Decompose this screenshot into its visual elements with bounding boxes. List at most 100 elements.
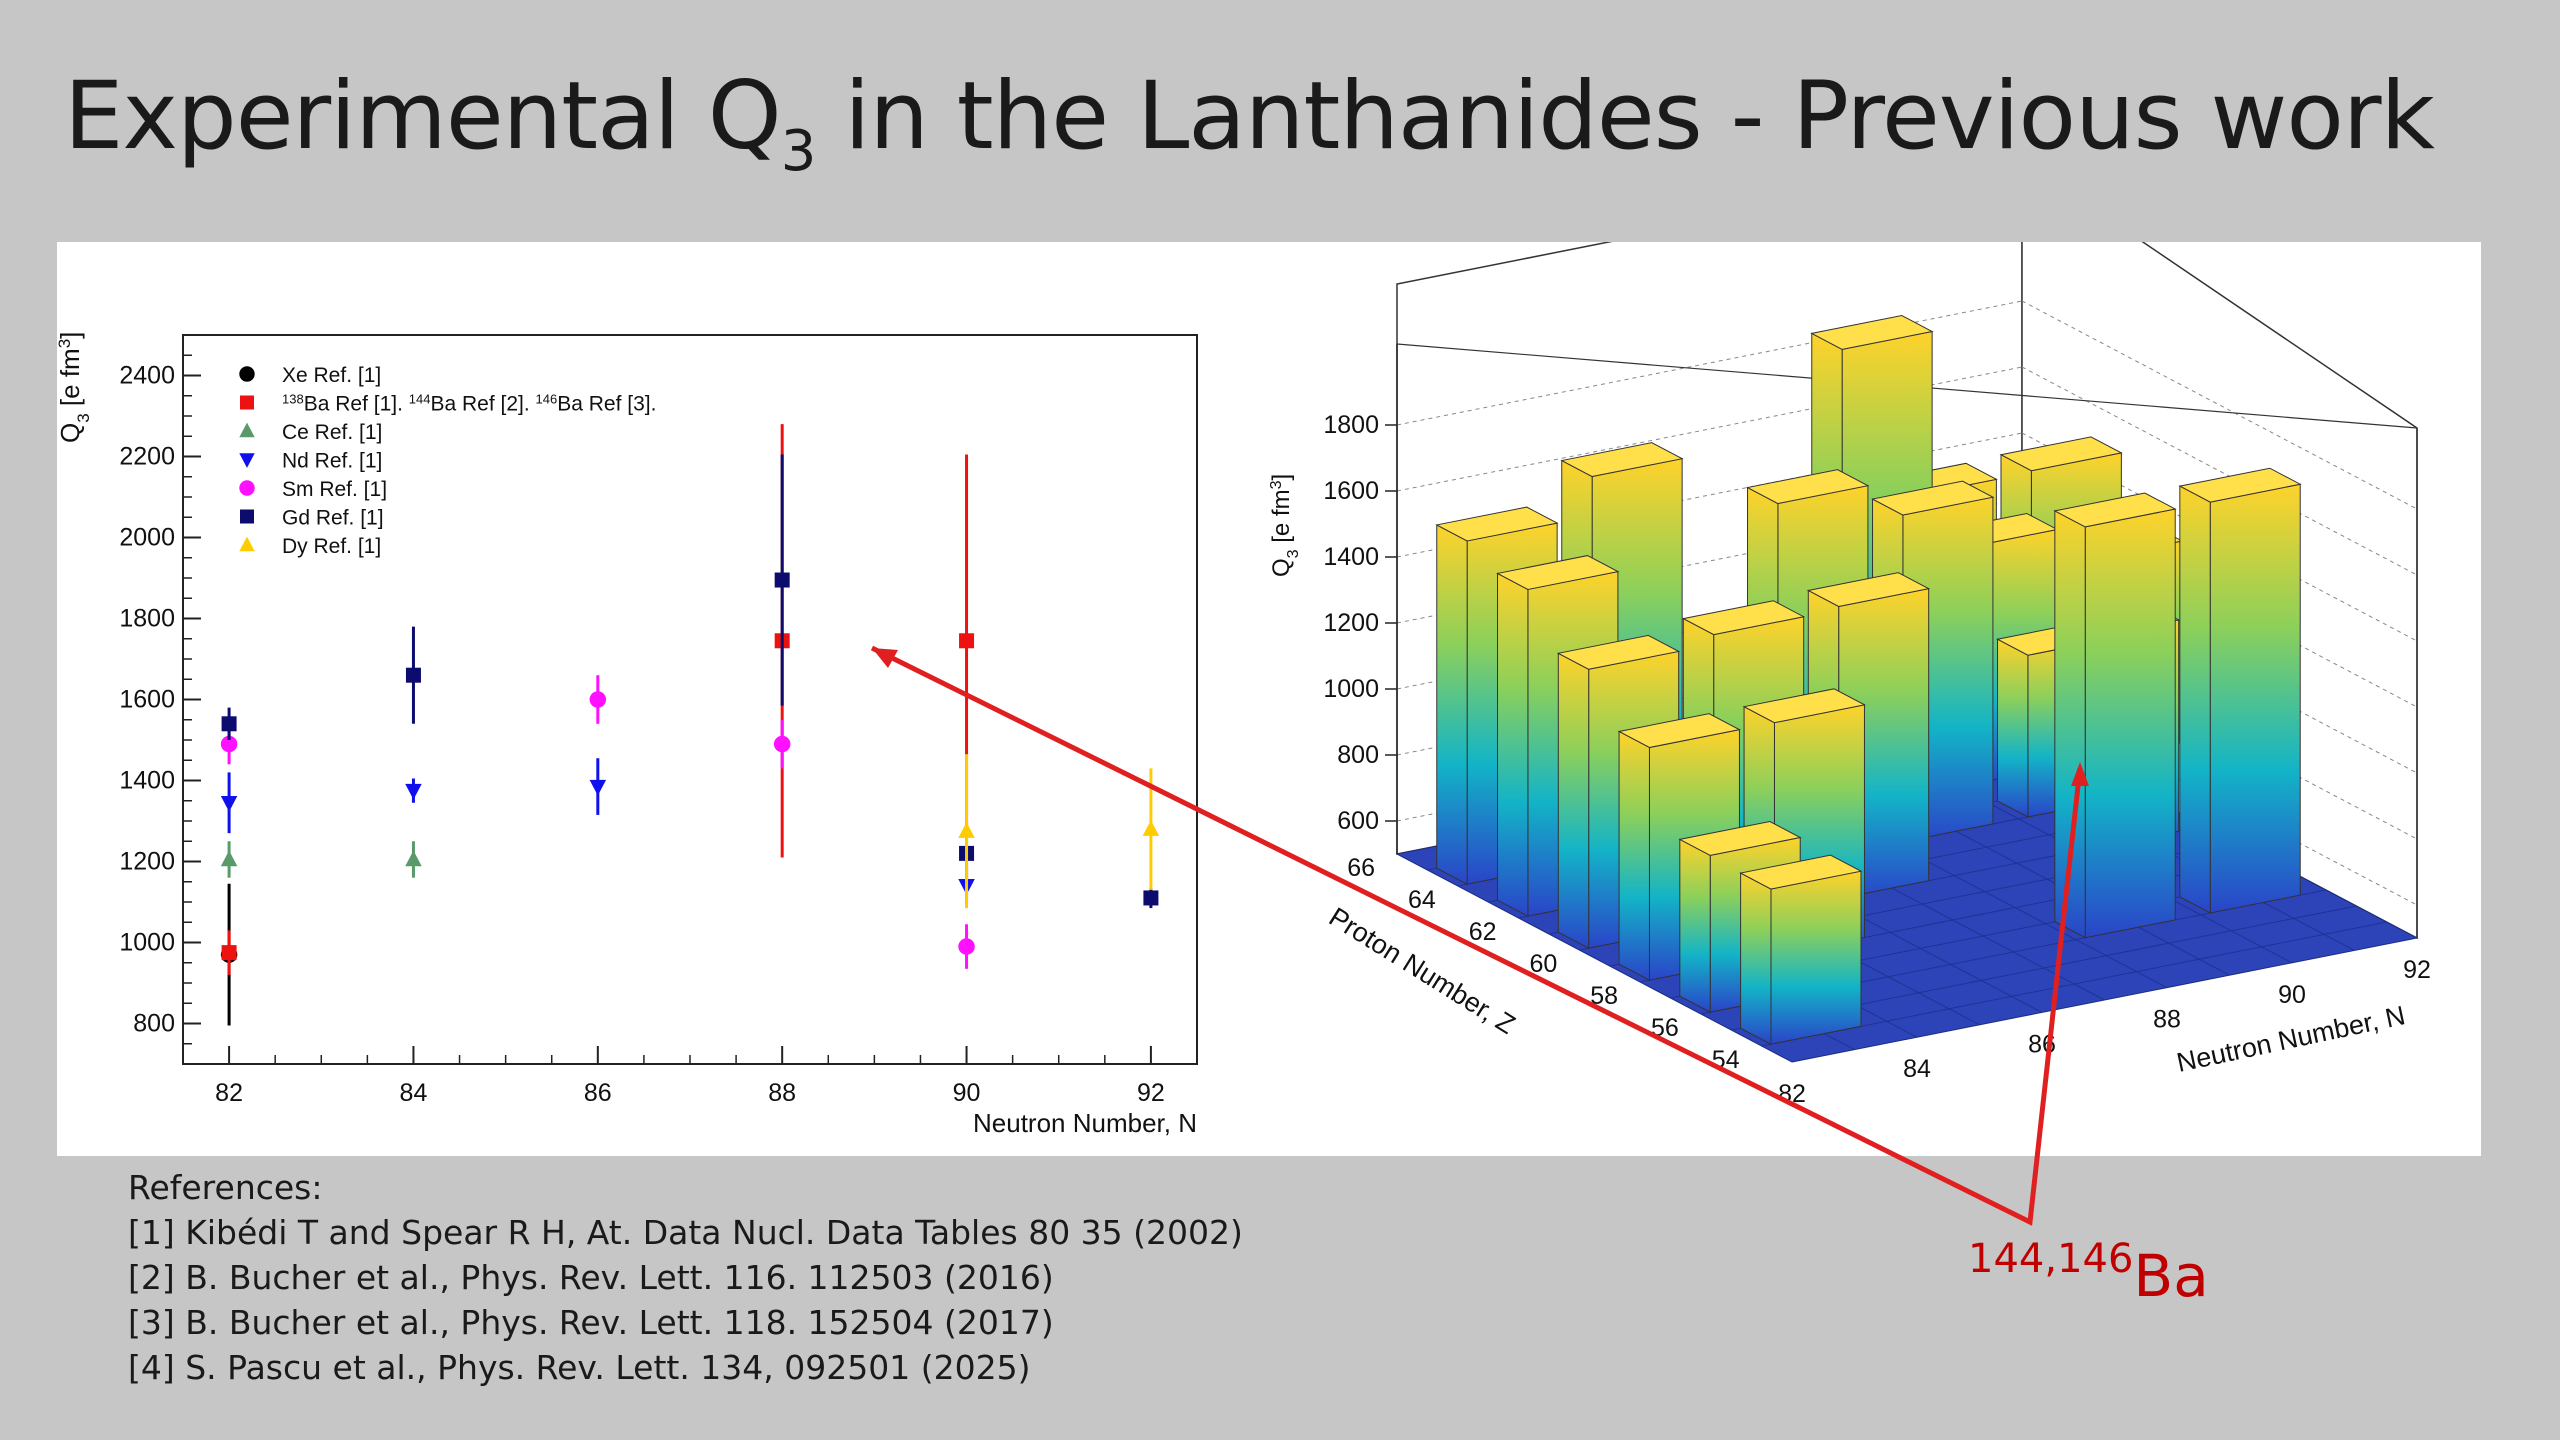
data-point <box>1143 890 1159 906</box>
scatter-chart: 800 1000 1200 1400 1600 1800 2000 2200 2400 82 84 8… <box>57 332 1198 1138</box>
bar3d <box>1739 854 1863 1045</box>
bar-top-face <box>2053 492 2177 528</box>
title-rest: in the Lanthanides - Previous work <box>815 62 2435 171</box>
data-point <box>959 633 975 649</box>
reference-item: [4] S. Pascu et al., Phys. Rev. Lett. 13… <box>128 1348 1031 1387</box>
title-main: Experimental Q <box>64 62 782 171</box>
title-subscript: 3 <box>780 119 817 184</box>
x-axis-label: Neutron Number, N <box>2174 1000 2408 1078</box>
x-axis-label: Neutron Number, N <box>973 1108 1197 1138</box>
bar-top-face <box>2178 467 2302 503</box>
y-tick-label: 58 <box>1590 982 1618 1010</box>
z-tick-label: 600 <box>1337 807 1379 835</box>
slide-title: Experimental Q3 in the Lanthanides - Pre… <box>64 62 2435 184</box>
y-tick-label: 1800 <box>119 605 175 633</box>
y-axis-label: Q3 [e fm3] <box>57 332 93 443</box>
legend-marker <box>239 422 255 438</box>
data-point <box>1142 820 1160 836</box>
bar-side-face <box>1557 652 1590 949</box>
bar-top-face <box>1806 572 1931 608</box>
y-tick-label: 64 <box>1408 886 1436 914</box>
bar3d <box>2053 492 2177 939</box>
legend-marker <box>239 366 255 382</box>
grid-line <box>2021 300 2418 510</box>
bar-top-face <box>1746 469 1870 505</box>
bar-side-face <box>2179 485 2211 914</box>
data-point <box>221 945 237 961</box>
data-point <box>589 779 607 796</box>
x-tick-label: 84 <box>1903 1055 1931 1083</box>
reference-item: [3] B. Bucher et al., Phys. Rev. Lett. 1… <box>128 1303 1054 1342</box>
legend-marker <box>240 509 254 524</box>
grid-line <box>2021 366 2418 576</box>
data-point <box>405 783 422 800</box>
y-tick-label: 1600 <box>119 686 175 714</box>
references-heading: References: <box>128 1168 323 1207</box>
bar-front-face <box>2209 483 2301 914</box>
legend-label: Gd Ref. [1] <box>282 507 384 530</box>
y-tick-label: 60 <box>1529 950 1557 978</box>
data-point <box>958 822 975 838</box>
x-tick-label: 90 <box>953 1079 981 1107</box>
bar-side-face <box>1740 872 1772 1045</box>
bar3d <box>2178 467 2302 914</box>
legend-marker <box>239 453 255 468</box>
reference-item: [1] Kibédi T and Spear R H, At. Data Nuc… <box>128 1213 1243 1252</box>
x-tick-label: 86 <box>584 1079 612 1107</box>
z-axis-label: Q3 [e fm3] <box>1268 474 1302 577</box>
y-tick-label: 62 <box>1469 918 1497 946</box>
legend-marker <box>239 480 255 496</box>
references: References: [1] Kibédi T and Spear R H, … <box>128 1165 1243 1390</box>
ba-mass-numbers: 144,146 <box>1968 1236 2134 1282</box>
bar3d-chart: 600 800 1000 1200 1400 1600 1800 Q3 [e fm3] 82 84… <box>1268 242 2431 1108</box>
x-tick-label: 82 <box>1778 1080 1806 1108</box>
x-tick-label: 84 <box>400 1079 428 1107</box>
figure-panel: 800 1000 1200 1400 1600 1800 2000 2200 2400 82 84 8… <box>57 242 2481 1156</box>
z-tick-label: 1600 <box>1323 477 1379 505</box>
y-tick-label: 2000 <box>119 524 175 552</box>
x-tick-label: 88 <box>768 1079 796 1107</box>
bar-top-face <box>1560 442 1684 478</box>
z-tick-label: 1400 <box>1323 543 1379 571</box>
legend-marker <box>240 395 254 410</box>
bar-front-face <box>2084 508 2176 939</box>
x-tick-label: 92 <box>2403 956 2431 984</box>
y-tick-label: 1000 <box>119 929 175 957</box>
bar-top-face <box>1810 315 1934 350</box>
data-point <box>405 667 421 683</box>
x-tick-label: 88 <box>2153 1006 2181 1034</box>
legend-label: Dy Ref. [1] <box>282 535 381 558</box>
bar-front-face <box>1770 870 1862 1045</box>
data-point <box>220 796 238 812</box>
ba-annotation-label: 144,146Ba <box>1968 1236 2209 1310</box>
bar-side-face <box>2054 510 2086 939</box>
data-point <box>220 850 238 867</box>
y-tick-label: 800 <box>133 1010 175 1038</box>
bar-side-face <box>1497 572 1529 917</box>
bar-side-face <box>1436 524 1468 885</box>
data-point <box>221 716 237 732</box>
bar-side-face <box>1997 638 2029 818</box>
data-point <box>589 691 607 708</box>
z-tick-label: 1200 <box>1323 609 1379 637</box>
legend-label: Sm Ref. [1] <box>282 478 387 501</box>
bar-top-face <box>1496 555 1620 590</box>
data-point <box>958 938 975 955</box>
bar-side-face <box>1679 838 1711 1013</box>
x-tick-label: 92 <box>1137 1079 1165 1107</box>
x-tick-label: 82 <box>215 1079 243 1107</box>
data-point <box>405 850 422 867</box>
y-tick-label: 56 <box>1651 1014 1679 1042</box>
y-tick-label: 66 <box>1347 854 1375 882</box>
y-tick-label: 1400 <box>119 767 175 795</box>
y-tick-label: 2200 <box>119 443 175 471</box>
z-tick-label: 800 <box>1337 741 1379 769</box>
bar-top-face <box>1435 506 1559 542</box>
ba-element: Ba <box>2133 1242 2209 1310</box>
bar-top-face <box>1999 436 2123 472</box>
legend-label: 138Ba Ref [1]. 144Ba Ref [2]. 146Ba Ref … <box>282 391 656 416</box>
legend-marker <box>239 536 255 552</box>
bar-side-face <box>1618 730 1650 981</box>
data-point <box>774 572 790 588</box>
legend-label: Ce Ref. [1] <box>282 421 382 444</box>
